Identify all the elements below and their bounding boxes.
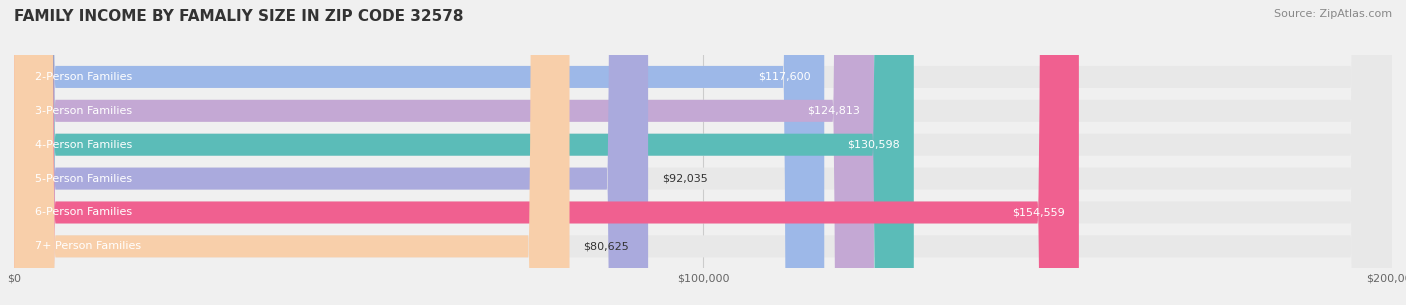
Text: 6-Person Families: 6-Person Families [35, 207, 132, 217]
Text: $154,559: $154,559 [1012, 207, 1066, 217]
FancyBboxPatch shape [14, 0, 875, 305]
FancyBboxPatch shape [14, 0, 914, 305]
Text: Source: ZipAtlas.com: Source: ZipAtlas.com [1274, 9, 1392, 19]
Text: $117,600: $117,600 [758, 72, 810, 82]
Text: 4-Person Families: 4-Person Families [35, 140, 132, 150]
Text: 7+ Person Families: 7+ Person Families [35, 241, 141, 251]
FancyBboxPatch shape [14, 0, 1078, 305]
FancyBboxPatch shape [14, 0, 824, 305]
FancyBboxPatch shape [14, 0, 1392, 305]
Text: $130,598: $130,598 [848, 140, 900, 150]
FancyBboxPatch shape [14, 0, 1392, 305]
FancyBboxPatch shape [14, 0, 569, 305]
FancyBboxPatch shape [14, 0, 1392, 305]
FancyBboxPatch shape [14, 0, 1392, 305]
Text: FAMILY INCOME BY FAMALIY SIZE IN ZIP CODE 32578: FAMILY INCOME BY FAMALIY SIZE IN ZIP COD… [14, 9, 464, 24]
Text: $92,035: $92,035 [662, 174, 707, 184]
Text: 2-Person Families: 2-Person Families [35, 72, 132, 82]
Text: $80,625: $80,625 [583, 241, 628, 251]
Text: $124,813: $124,813 [807, 106, 860, 116]
Text: 5-Person Families: 5-Person Families [35, 174, 132, 184]
FancyBboxPatch shape [14, 0, 1392, 305]
FancyBboxPatch shape [14, 0, 648, 305]
FancyBboxPatch shape [14, 0, 1392, 305]
Text: 3-Person Families: 3-Person Families [35, 106, 132, 116]
